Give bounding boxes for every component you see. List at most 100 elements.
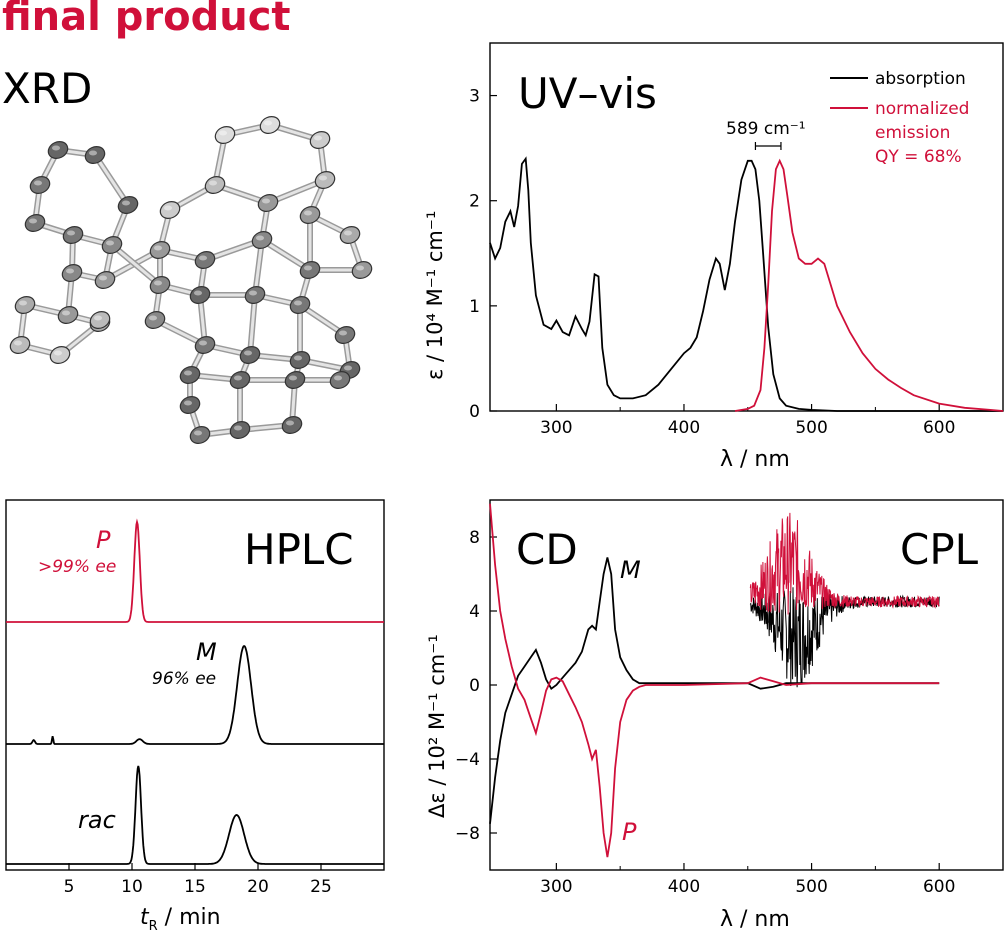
cd-label-M: M xyxy=(620,556,641,584)
xrd-atom-16 xyxy=(259,116,281,134)
xrd-atom-hl-44 xyxy=(234,425,242,431)
xrd-atom-14 xyxy=(89,311,111,329)
uvvis-xtick-label-1: 400 xyxy=(668,418,700,438)
hplc-label-M: M xyxy=(196,638,217,666)
xrd-atom-13 xyxy=(49,346,71,364)
cd-ylabel: Δε / 10² M⁻¹ cm⁻¹ xyxy=(425,634,449,818)
xrd-bond-hl-43 xyxy=(248,293,257,357)
xrd-atom-hl-40 xyxy=(234,375,242,381)
hplc-trace-rac xyxy=(6,765,384,865)
uvvis-ytick-label-3: 3 xyxy=(469,87,480,107)
xrd-atom-hl-28 xyxy=(154,245,162,251)
uvvis-series-emission xyxy=(734,158,1004,412)
cd-lines xyxy=(489,503,940,858)
xrd-atom-hl-46 xyxy=(194,430,202,436)
cd-xlabel: λ / nm xyxy=(720,907,790,932)
xrd-atom-hl-42 xyxy=(334,375,342,381)
uvvis-legend-absorption: absorption xyxy=(875,69,966,89)
uvvis-legend-normalized: normalized xyxy=(875,99,969,119)
hplc-xlabel: tR / min xyxy=(140,905,221,934)
hplc-label-P: P xyxy=(96,526,111,554)
cd-ytick-label-2: 0 xyxy=(469,676,480,696)
uvvis-series-absorption xyxy=(489,156,1003,412)
xrd-atom-28 xyxy=(149,241,171,259)
xrd-atom-22 xyxy=(299,206,321,224)
uvvis-xtick-label-3: 600 xyxy=(923,418,955,438)
cd-xtick-label-2: 500 xyxy=(795,877,827,897)
hplc-xtick-label-3: 20 xyxy=(247,877,269,897)
xrd-atom-hl-41 xyxy=(289,375,297,381)
xrd-label: XRD xyxy=(2,64,93,113)
xrd-atom-17 xyxy=(309,131,331,149)
xrd-atom-2 xyxy=(117,196,139,214)
xrd-atom-21 xyxy=(159,201,181,219)
xrd-atom-hl-16 xyxy=(264,120,272,126)
xrd-atom-hl-12 xyxy=(14,340,22,346)
xrd-atom-hl-25 xyxy=(304,265,312,271)
cd-ytick-label-1: −4 xyxy=(455,750,480,770)
hplc-chart: HPLC 5 10 15 20 25 P >99% ee M 96% ee rac tR… xyxy=(5,499,385,934)
cd-ytick-label-4: 8 xyxy=(469,528,480,548)
hplc-xtick-label-1: 10 xyxy=(121,877,143,897)
xrd-atom-hl-8 xyxy=(99,275,107,281)
xrd-atom-19 xyxy=(257,194,279,212)
xrd-atom-hl-34 xyxy=(344,365,352,371)
hplc-label-P-ee: >99% ee xyxy=(38,557,116,577)
xrd-atom-hl-20 xyxy=(209,180,217,186)
xrd-atom-40 xyxy=(229,371,251,389)
uvvis-xlabel: λ / nm xyxy=(720,447,790,472)
xrd-atom-hl-45 xyxy=(286,420,294,426)
hplc-xtick-label-2: 15 xyxy=(184,877,206,897)
xrd-atom-30 xyxy=(189,286,211,304)
xrd-atoms xyxy=(9,116,373,444)
xrd-atom-41 xyxy=(284,371,306,389)
xrd-atom-25 xyxy=(299,261,321,279)
xrd-atom-32 xyxy=(289,296,311,314)
xrd-atom-hl-2 xyxy=(122,200,130,206)
xrd-atom-hl-15 xyxy=(219,130,227,136)
cpl-title: CPL xyxy=(900,525,979,574)
xrd-atom-29 xyxy=(149,276,171,294)
cd-ytick-label-0: −8 xyxy=(455,824,480,844)
xrd-atom-8 xyxy=(94,271,116,289)
uvvis-chart: UV–vis absorption normalized emission QY… xyxy=(423,42,1004,472)
uvvis-title: UV–vis xyxy=(518,69,657,118)
xrd-atom-hl-24 xyxy=(356,265,364,271)
uvvis-589-bracket xyxy=(754,142,782,150)
uvvis-ytick-label-2: 2 xyxy=(469,192,480,212)
xrd-atom-hl-35 xyxy=(294,355,302,361)
xrd-bond-hl-35 xyxy=(253,238,264,297)
xrd-atom-hl-39 xyxy=(184,370,192,376)
cd-label-P: P xyxy=(622,818,637,846)
xrd-atom-39 xyxy=(179,366,201,384)
hplc-xtick-label-0: 5 xyxy=(64,877,75,897)
xrd-atom-5 xyxy=(62,226,84,244)
xrd-atom-hl-32 xyxy=(294,300,302,306)
hplc-xtick-label-4: 25 xyxy=(310,877,332,897)
xrd-atom-hl-1 xyxy=(89,150,97,156)
hplc-label-M-ee: 96% ee xyxy=(152,669,216,689)
xrd-atom-12 xyxy=(9,336,31,354)
uvvis-xtick-label-0: 300 xyxy=(540,418,572,438)
xrd-atom-hl-14 xyxy=(94,315,102,321)
xrd-atom-3 xyxy=(29,176,51,194)
xrd-atom-hl-26 xyxy=(256,235,264,241)
hplc-label-rac: rac xyxy=(78,806,116,834)
xrd-atom-44 xyxy=(229,421,251,439)
hplc-trace-M xyxy=(6,644,384,745)
cd-trace-P xyxy=(489,503,940,858)
heading-final-product: final product xyxy=(2,0,291,40)
xrd-atom-37 xyxy=(194,336,216,354)
cd-xtick-label-0: 300 xyxy=(540,877,572,897)
xrd-atom-36 xyxy=(239,346,261,364)
xrd-atom-hl-38 xyxy=(149,315,157,321)
uvvis-annotation-589: 589 cm⁻¹ xyxy=(726,119,806,139)
xrd-atom-hl-33 xyxy=(339,330,347,336)
xrd-atom-15 xyxy=(214,126,236,144)
xrd-atom-9 xyxy=(57,306,79,324)
xrd-atom-hl-9 xyxy=(62,310,70,316)
xrd-bond-hl-64 xyxy=(110,243,162,287)
xrd-atom-1 xyxy=(84,146,106,164)
uvvis-lines xyxy=(489,156,1004,412)
xrd-atom-hl-21 xyxy=(164,205,172,211)
